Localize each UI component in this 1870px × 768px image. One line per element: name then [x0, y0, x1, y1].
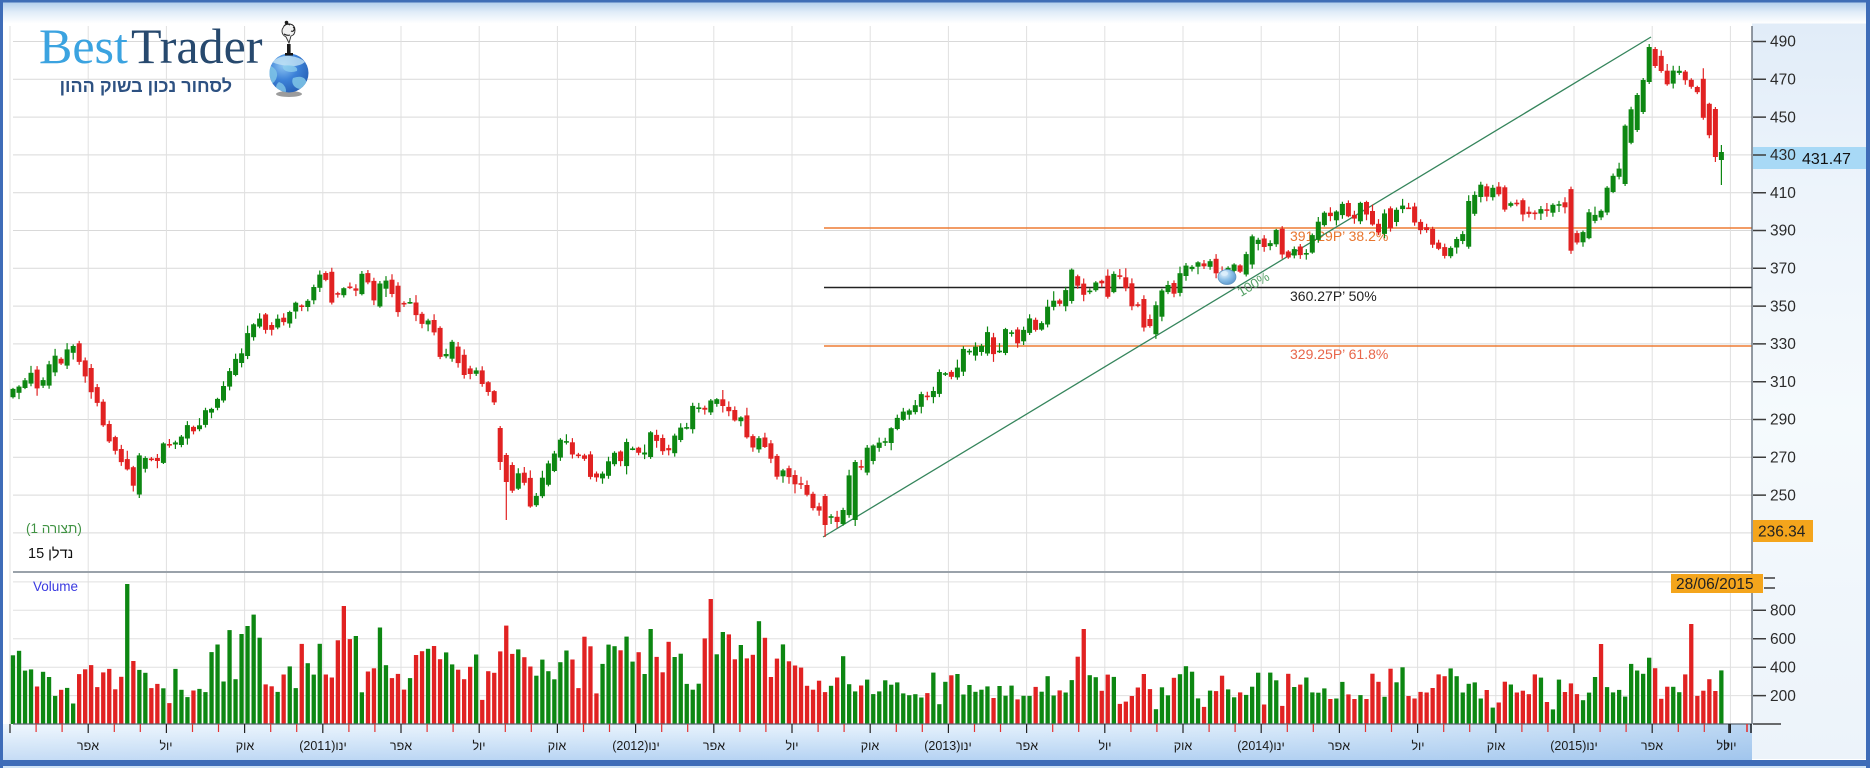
svg-text:Volume: Volume [33, 579, 78, 594]
svg-text:410: 410 [1770, 185, 1796, 202]
svg-text:יול: יול [1098, 739, 1111, 753]
svg-text:370: 370 [1770, 261, 1796, 278]
svg-text:360.27P’ 50%: 360.27P’ 50% [1290, 288, 1377, 304]
svg-text:נדלן 15: נדלן 15 [28, 545, 73, 562]
svg-text:310: 310 [1770, 374, 1796, 391]
svg-text:אפר: אפר [77, 739, 99, 753]
svg-text:Trader: Trader [131, 18, 263, 74]
svg-text:אוק: אוק [1174, 739, 1193, 753]
svg-text:לסחור נכון בשוק ההון: לסחור נכון בשוק ההון [60, 76, 232, 96]
svg-text:200: 200 [1770, 688, 1796, 705]
svg-text:390: 390 [1770, 223, 1796, 240]
svg-text:אפר: אפר [390, 739, 412, 753]
svg-text:350: 350 [1770, 298, 1796, 315]
svg-text:אוק: אוק [861, 739, 880, 753]
svg-text:ינו(2012): ינו(2012) [612, 739, 660, 753]
svg-text:(תצורה 1): (תצורה 1) [26, 521, 82, 536]
svg-text:250: 250 [1770, 487, 1796, 504]
svg-text:אפר: אפר [1641, 739, 1663, 753]
svg-text:יול: יול [472, 739, 485, 753]
svg-text:290: 290 [1770, 412, 1796, 429]
svg-text:אפר: אפר [1328, 739, 1350, 753]
svg-text:400: 400 [1770, 659, 1796, 676]
svg-text:יול: יול [1723, 739, 1736, 753]
svg-text:ינו(2014): ינו(2014) [1237, 739, 1285, 753]
svg-text:391.29P’ 38.2%: 391.29P’ 38.2% [1290, 228, 1388, 244]
svg-text:490: 490 [1770, 34, 1796, 51]
svg-text:ינו(2011): ינו(2011) [299, 739, 347, 753]
svg-text:600: 600 [1770, 631, 1796, 648]
svg-text:יול: יול [785, 739, 798, 753]
svg-text:יול: יול [1716, 739, 1729, 753]
svg-text:ינו(2015): ינו(2015) [1550, 739, 1598, 753]
svg-text:236.34: 236.34 [1758, 524, 1806, 541]
svg-text:אפר: אפר [703, 739, 725, 753]
svg-text:430: 430 [1770, 147, 1796, 164]
svg-text:ינו(2013): ינו(2013) [924, 739, 972, 753]
svg-text:28/06/2015: 28/06/2015 [1676, 576, 1754, 593]
svg-text:330: 330 [1770, 336, 1796, 353]
svg-text:329.25P’ 61.8%: 329.25P’ 61.8% [1290, 346, 1388, 362]
svg-text:431.47: 431.47 [1802, 151, 1851, 168]
svg-text:יול: יול [1411, 739, 1424, 753]
svg-text:אוק: אוק [548, 739, 567, 753]
svg-text:אפר: אפר [1016, 739, 1038, 753]
svg-text:800: 800 [1770, 603, 1796, 620]
svg-text:270: 270 [1770, 450, 1796, 467]
svg-text:אוק: אוק [1487, 739, 1506, 753]
svg-text:יול: יול [159, 739, 172, 753]
svg-text:Best: Best [39, 18, 128, 74]
svg-text:450: 450 [1770, 109, 1796, 126]
svg-text:אוק: אוק [236, 739, 255, 753]
svg-text:470: 470 [1770, 72, 1796, 89]
